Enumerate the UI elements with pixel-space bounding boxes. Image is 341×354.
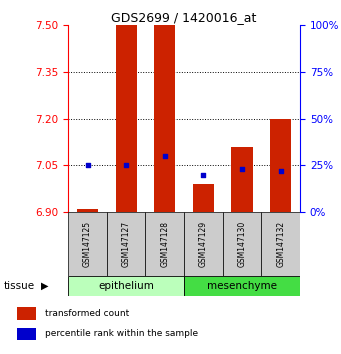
Bar: [68, 276, 184, 296]
Point: [162, 153, 167, 159]
Text: GSM147128: GSM147128: [160, 221, 169, 267]
Bar: [232, 147, 253, 212]
Text: ▶: ▶: [41, 281, 48, 291]
Point: [85, 162, 90, 168]
Text: percentile rank within the sample: percentile rank within the sample: [45, 330, 198, 338]
Text: GSM147130: GSM147130: [238, 221, 247, 267]
Text: GSM147129: GSM147129: [199, 221, 208, 267]
Text: GSM147127: GSM147127: [122, 221, 131, 267]
Bar: [146, 212, 184, 276]
Bar: [223, 212, 262, 276]
Point: [201, 172, 206, 178]
Bar: [68, 212, 107, 276]
Point: [278, 168, 283, 174]
Bar: [154, 25, 176, 212]
Text: GSM147132: GSM147132: [276, 221, 285, 267]
Title: GDS2699 / 1420016_at: GDS2699 / 1420016_at: [112, 11, 257, 24]
Bar: [193, 184, 214, 212]
Bar: [107, 212, 146, 276]
Point: [239, 166, 245, 172]
Text: tissue: tissue: [3, 281, 34, 291]
Text: epithelium: epithelium: [98, 281, 154, 291]
Bar: [184, 276, 300, 296]
Bar: [17, 327, 35, 341]
Text: mesenchyme: mesenchyme: [207, 281, 277, 291]
Text: GSM147125: GSM147125: [83, 221, 92, 267]
Bar: [77, 209, 98, 212]
Text: transformed count: transformed count: [45, 309, 129, 318]
Bar: [262, 212, 300, 276]
Bar: [116, 25, 137, 212]
Bar: [270, 119, 291, 212]
Bar: [17, 307, 35, 320]
Point: [123, 162, 129, 168]
Bar: [184, 212, 223, 276]
